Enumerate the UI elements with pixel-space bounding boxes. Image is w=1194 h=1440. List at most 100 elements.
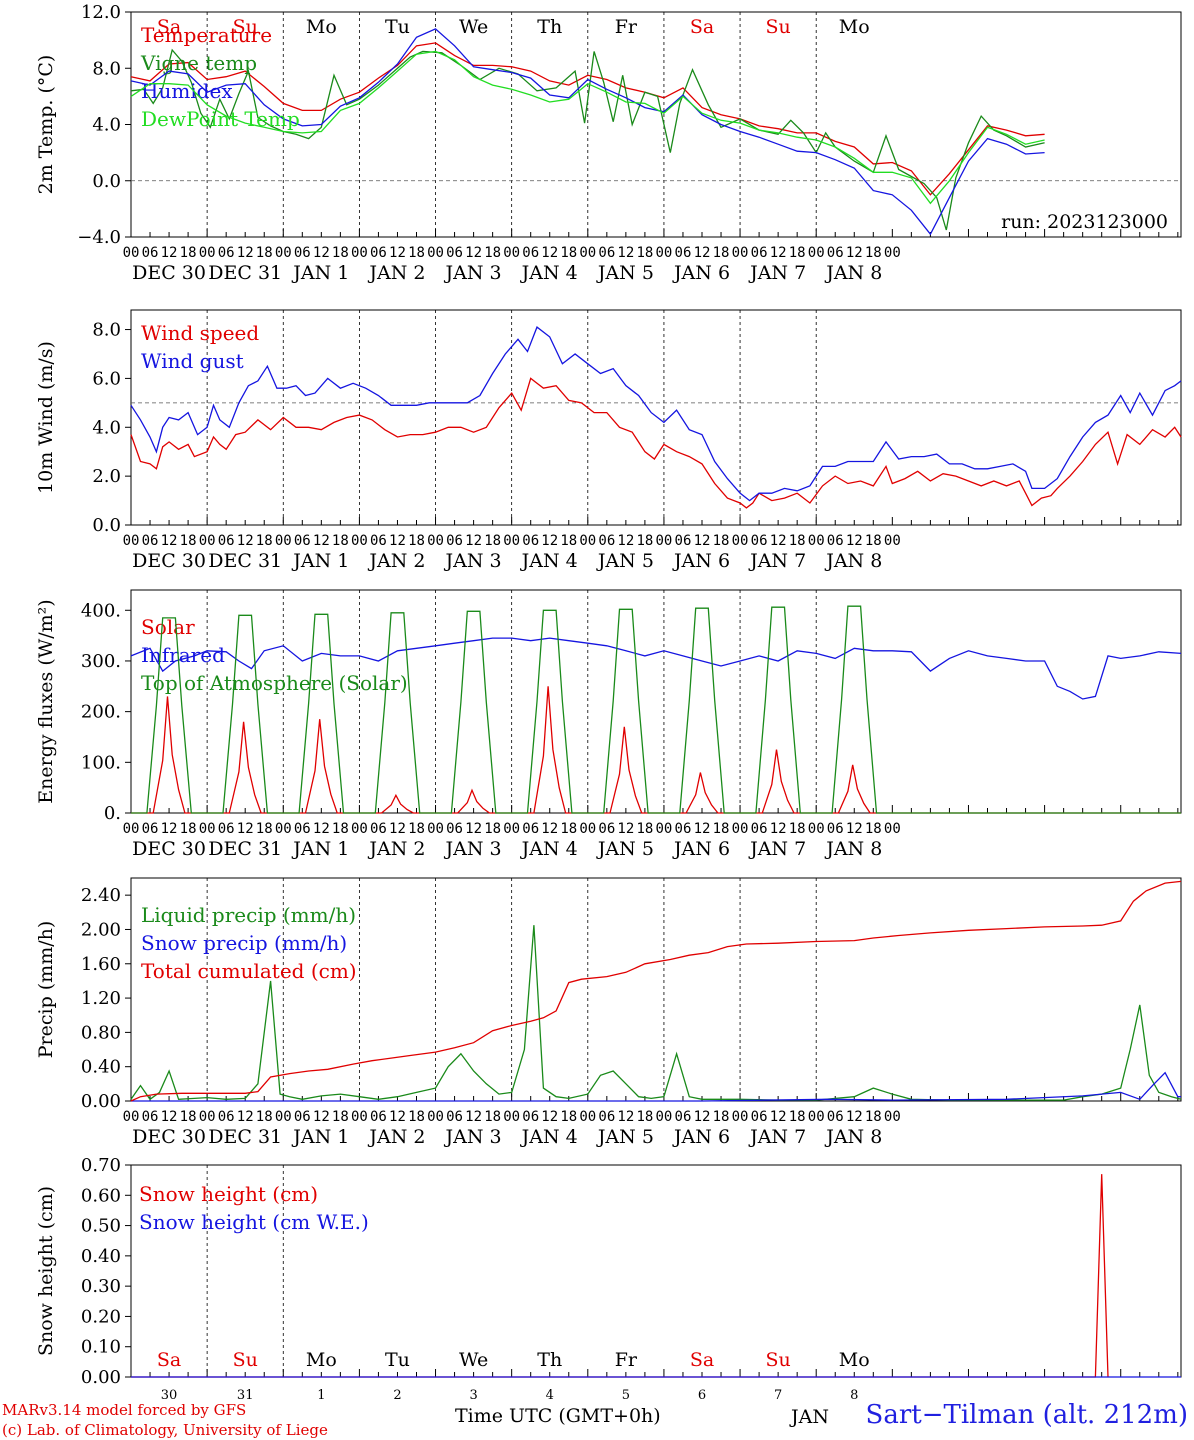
y-tick-label: 12.0: [81, 2, 121, 23]
weekday-label: Mo: [839, 1349, 870, 1371]
hour-tick-label: 18: [256, 821, 273, 837]
hour-tick-label: 06: [370, 821, 387, 837]
hour-tick-label: 00: [427, 821, 444, 837]
hour-tick-label: 00: [351, 1109, 368, 1125]
y-tick-label: 0.30: [81, 1276, 121, 1297]
hour-tick-label: 18: [865, 1109, 882, 1125]
weekday-label: Su: [233, 1349, 258, 1371]
hour-tick-label: 06: [218, 533, 235, 549]
hour-tick-label: 00: [503, 1109, 520, 1125]
hour-tick-label: 00: [427, 533, 444, 549]
date-label: JAN 7: [748, 550, 806, 572]
hour-tick-label: 18: [560, 245, 577, 261]
hour-tick-label: 12: [313, 1109, 330, 1125]
hour-tick-label: 18: [180, 1109, 197, 1125]
hour-tick-label: 18: [332, 821, 349, 837]
hour-tick-label: 12: [846, 533, 863, 549]
y-axis-label: 2m Temp. (°C): [35, 55, 57, 195]
hour-tick-label: 00: [123, 1109, 140, 1125]
date-label: JAN 3: [444, 550, 502, 572]
date-label: JAN 8: [824, 1126, 882, 1148]
series-line-red: [130, 377, 1182, 509]
series-line-green: [131, 605, 1181, 814]
hour-tick-label: 12: [313, 821, 330, 837]
date-label: JAN 2: [367, 1126, 425, 1148]
day-number-label: 30: [161, 1388, 178, 1403]
hour-tick-label: 06: [522, 1109, 539, 1125]
y-tick-label: 0.50: [81, 1216, 121, 1237]
hour-tick-label: 18: [560, 821, 577, 837]
hour-tick-label: 12: [161, 533, 178, 549]
y-tick-label: 0.: [104, 803, 121, 824]
weekday-label: Sa: [157, 16, 181, 38]
weekday-label: Su: [233, 16, 258, 38]
hour-tick-label: 00: [579, 533, 596, 549]
date-label: JAN 8: [824, 550, 882, 572]
day-number-label: 1: [317, 1388, 325, 1403]
hour-tick-label: 12: [846, 245, 863, 261]
date-label: JAN 6: [672, 262, 730, 284]
hour-tick-label: 00: [199, 821, 216, 837]
day-number-label: 8: [850, 1388, 858, 1403]
date-label: DEC 31: [208, 262, 282, 284]
hour-tick-label: 00: [884, 1109, 901, 1125]
hour-tick-label: 06: [370, 533, 387, 549]
hour-tick-label: 12: [694, 245, 711, 261]
hour-tick-label: 00: [199, 245, 216, 261]
hour-tick-label: 12: [541, 245, 558, 261]
date-label: JAN 3: [444, 838, 502, 860]
hour-tick-label: 00: [351, 821, 368, 837]
y-tick-label: 0.80: [81, 1022, 121, 1043]
hour-tick-label: 12: [617, 821, 634, 837]
hour-tick-label: 18: [560, 1109, 577, 1125]
date-label: JAN 5: [596, 1126, 654, 1148]
hour-tick-label: 00: [275, 533, 292, 549]
weekday-label: Sa: [690, 1349, 714, 1371]
hour-tick-label: 12: [846, 821, 863, 837]
hour-tick-label: 06: [675, 1109, 692, 1125]
series-line-red: [131, 686, 1181, 814]
weekday-label: Sa: [690, 16, 714, 38]
y-tick-label: −4.0: [77, 227, 121, 248]
hour-tick-label: 00: [884, 245, 901, 261]
hour-tick-label: 06: [142, 245, 159, 261]
hour-tick-label: 06: [446, 245, 463, 261]
hour-tick-label: 00: [351, 245, 368, 261]
weekday-label: Th: [537, 16, 562, 38]
y-tick-label: 200.: [81, 702, 121, 723]
panel-frame: [130, 589, 1182, 814]
hour-tick-label: 12: [541, 533, 558, 549]
hour-tick-label: 18: [484, 1109, 501, 1125]
day-number-label: 6: [698, 1388, 706, 1403]
hour-tick-label: 12: [694, 533, 711, 549]
station-label: Sart−Tilman (alt. 212m): [865, 1400, 1188, 1430]
series-line-blue: [130, 28, 1045, 236]
hour-tick-label: 06: [218, 1109, 235, 1125]
hour-tick-label: 00: [656, 1109, 673, 1125]
date-label: JAN 1: [291, 262, 349, 284]
date-label: JAN 2: [367, 550, 425, 572]
y-tick-label: 0.40: [81, 1057, 121, 1078]
hour-tick-label: 12: [465, 1109, 482, 1125]
x-axis-title: Time UTC (GMT+0h): [455, 1405, 661, 1427]
hour-tick-label: 00: [503, 821, 520, 837]
y-tick-label: 2.40: [81, 885, 121, 906]
hour-tick-label: 18: [484, 533, 501, 549]
hour-tick-label: 18: [789, 533, 806, 549]
series-line-blue: [130, 637, 1182, 700]
date-label: JAN 2: [367, 262, 425, 284]
date-label: JAN 8: [824, 838, 882, 860]
hour-tick-label: 00: [275, 245, 292, 261]
y-tick-label: 4.0: [92, 115, 121, 136]
date-label: JAN 4: [520, 1126, 578, 1148]
hour-tick-label: 12: [617, 245, 634, 261]
date-label: JAN 3: [444, 1126, 502, 1148]
credit-model: MARv3.14 model forced by GFS: [2, 1401, 247, 1419]
hour-tick-label: 18: [865, 245, 882, 261]
date-label: DEC 31: [208, 1126, 282, 1148]
date-label: JAN 6: [672, 550, 730, 572]
hour-tick-label: 00: [123, 821, 140, 837]
hour-tick-label: 06: [294, 245, 311, 261]
y-tick-label: 6.0: [92, 368, 121, 389]
weekday-label: Fr: [615, 1349, 638, 1371]
